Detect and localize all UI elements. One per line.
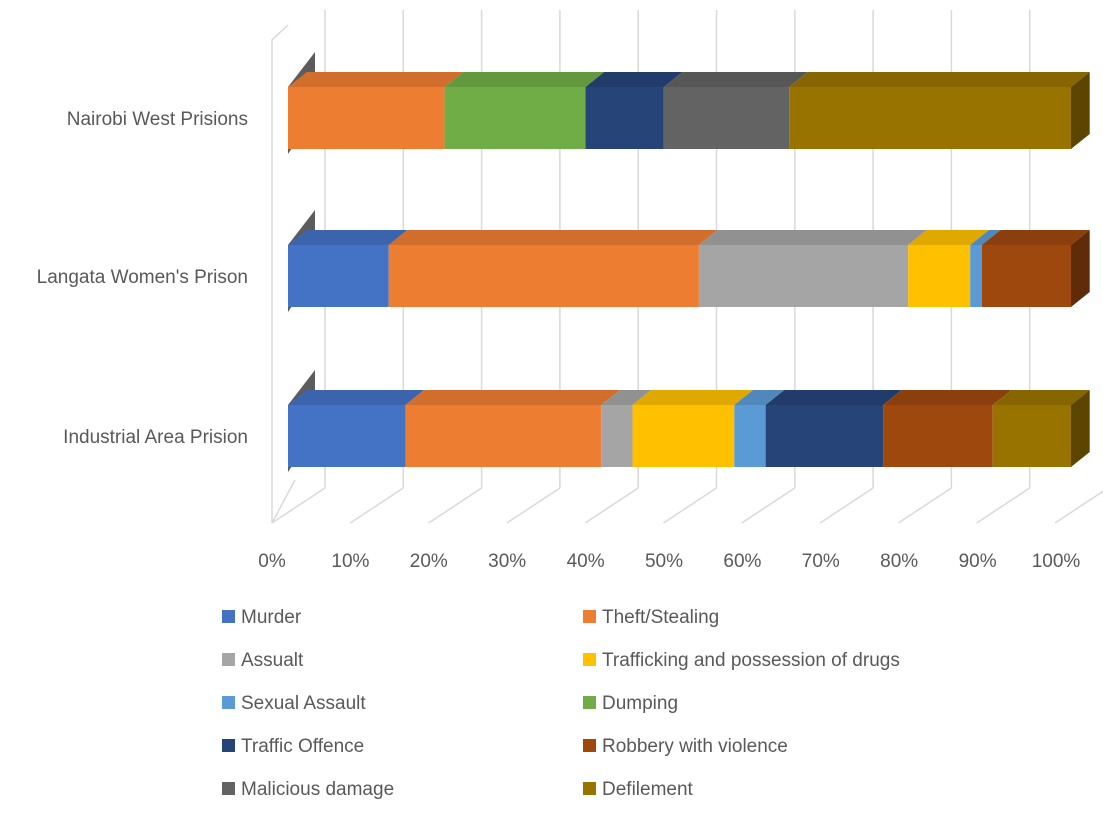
bar-segment-defilement (992, 405, 1071, 467)
floor-edge (271, 479, 296, 524)
bar-segment-sexual-assault (734, 405, 766, 467)
bar-segment-murder (288, 405, 406, 467)
gridline-floor (897, 487, 952, 524)
bar-segment-trafficking-and-possession-of-drugs (632, 405, 735, 467)
category-labels: Nairobi West Prisions Langata Women's Pri… (37, 109, 248, 448)
bar-segment-theft-stealing (388, 245, 699, 307)
gridline-floor (428, 487, 483, 524)
legend-label: Theft/Stealing (602, 607, 719, 628)
legend-label: Assualt (241, 650, 304, 671)
legend-swatch (583, 610, 596, 623)
bar-segment-theft-stealing-top (288, 72, 464, 87)
legend-swatch (222, 739, 235, 752)
bar-segment-sexual-assault-top (970, 230, 1001, 245)
legend-swatch (222, 696, 235, 709)
category-label: Nairobi West Prisions (67, 109, 248, 130)
bar-segment-traffic-offence-top (585, 72, 683, 87)
gridline-floor (271, 487, 326, 524)
bar-segment-theft-stealing (288, 87, 445, 149)
bar-segment-robbery-with-violence-top (981, 230, 1090, 245)
bar-segment-robbery-with-violence (981, 245, 1071, 307)
bar-segment-theft-stealing (405, 405, 602, 467)
legend-label: Murder (241, 607, 302, 628)
x-tick-label: 10% (331, 551, 369, 572)
bar-segment-assualt (698, 245, 909, 307)
legend-label: Sexual Assault (241, 693, 366, 714)
legend: Murder Theft/Stealing Assualt Trafficking a… (222, 607, 900, 800)
legend-swatch (583, 696, 596, 709)
bar-segment-theft-stealing-top (388, 230, 718, 245)
bar-segment-defilement-top (789, 72, 1090, 87)
legend-label: Malicious damage (241, 779, 394, 800)
x-tick-label: 0% (258, 551, 286, 572)
x-tick-label: 50% (645, 551, 683, 572)
bar-segment-robbery-with-violence (883, 405, 993, 467)
bar-segment-trafficking-and-possession-of-drugs-top (632, 390, 754, 405)
x-tick-label: 100% (1032, 551, 1081, 572)
bar-segment-defilement-side (1071, 390, 1090, 467)
legend-label: Dumping (602, 693, 678, 714)
x-tick-label: 20% (410, 551, 448, 572)
gridline-floor (819, 487, 874, 524)
bar-segment-assualt (601, 405, 633, 467)
x-tick-label: 40% (567, 551, 605, 572)
bar-segment-theft-stealing-top (405, 390, 620, 405)
gridline-floor (584, 487, 639, 524)
legend-label: Robbery with violence (602, 736, 788, 757)
bar-segment-trafficking-and-possession-of-drugs (908, 245, 971, 307)
bar-segment-robbery-with-violence-side (1071, 230, 1090, 307)
gridline-floor (1054, 490, 1103, 524)
bar-segment-traffic-offence (765, 405, 884, 467)
gridline-floor (741, 487, 796, 524)
legend-label: Trafficking and possession of drugs (602, 650, 900, 671)
bar-segment-defilement (789, 87, 1071, 149)
bar-segment-assualt-top (698, 230, 927, 245)
gridline-floor (976, 487, 1031, 524)
x-axis-tick-labels: 0% 10% 20% 30% 40% 50% 60% 70% 80% 90% 100% (258, 551, 1080, 572)
bar-segment-defilement-top (992, 390, 1090, 405)
bar-segment-traffic-offence-top (765, 390, 902, 405)
legend-label: Traffic Offence (241, 736, 364, 757)
x-tick-label: 30% (488, 551, 526, 572)
legend-swatch (222, 610, 235, 623)
bar-segment-trafficking-and-possession-of-drugs-top (908, 230, 989, 245)
bar-segment-sexual-assault (970, 245, 982, 307)
bar-segment-defilement-side (1071, 72, 1090, 149)
gridline-floor (506, 487, 561, 524)
x-tick-label: 60% (723, 551, 761, 572)
bar-segment-malicious-damage (663, 87, 790, 149)
bar-segment-dumping (444, 87, 586, 149)
bar-segment-murder-top (288, 390, 425, 405)
x-tick-label: 80% (880, 551, 918, 572)
legend-swatch (583, 653, 596, 666)
bars (288, 52, 1090, 472)
bar-segment-sexual-assault-top (734, 390, 785, 405)
chart-walls (271, 24, 296, 524)
bar-segment-murder-top (288, 230, 408, 245)
bar-segment-traffic-offence (585, 87, 664, 149)
bar-segment-dumping-top (444, 72, 605, 87)
x-tick-label: 90% (959, 551, 997, 572)
x-tick-label: 70% (802, 551, 840, 572)
legend-swatch (222, 782, 235, 795)
gridline-floor (663, 487, 717, 524)
legend-swatch (583, 739, 596, 752)
bar-segment-malicious-damage-top (663, 72, 808, 87)
side-wall-edge (271, 24, 289, 523)
gridline-floor (349, 487, 404, 524)
legend-label: Defilement (602, 779, 694, 800)
legend-swatch (583, 782, 596, 795)
bar-segment-assualt-top (601, 390, 652, 405)
legend-swatch (222, 653, 235, 666)
bar-segment-robbery-with-violence-top (883, 390, 1012, 405)
bar-segment-murder (288, 245, 389, 307)
category-label: Langata Women's Prison (37, 267, 248, 288)
category-label: Industrial Area Prision (63, 427, 248, 448)
